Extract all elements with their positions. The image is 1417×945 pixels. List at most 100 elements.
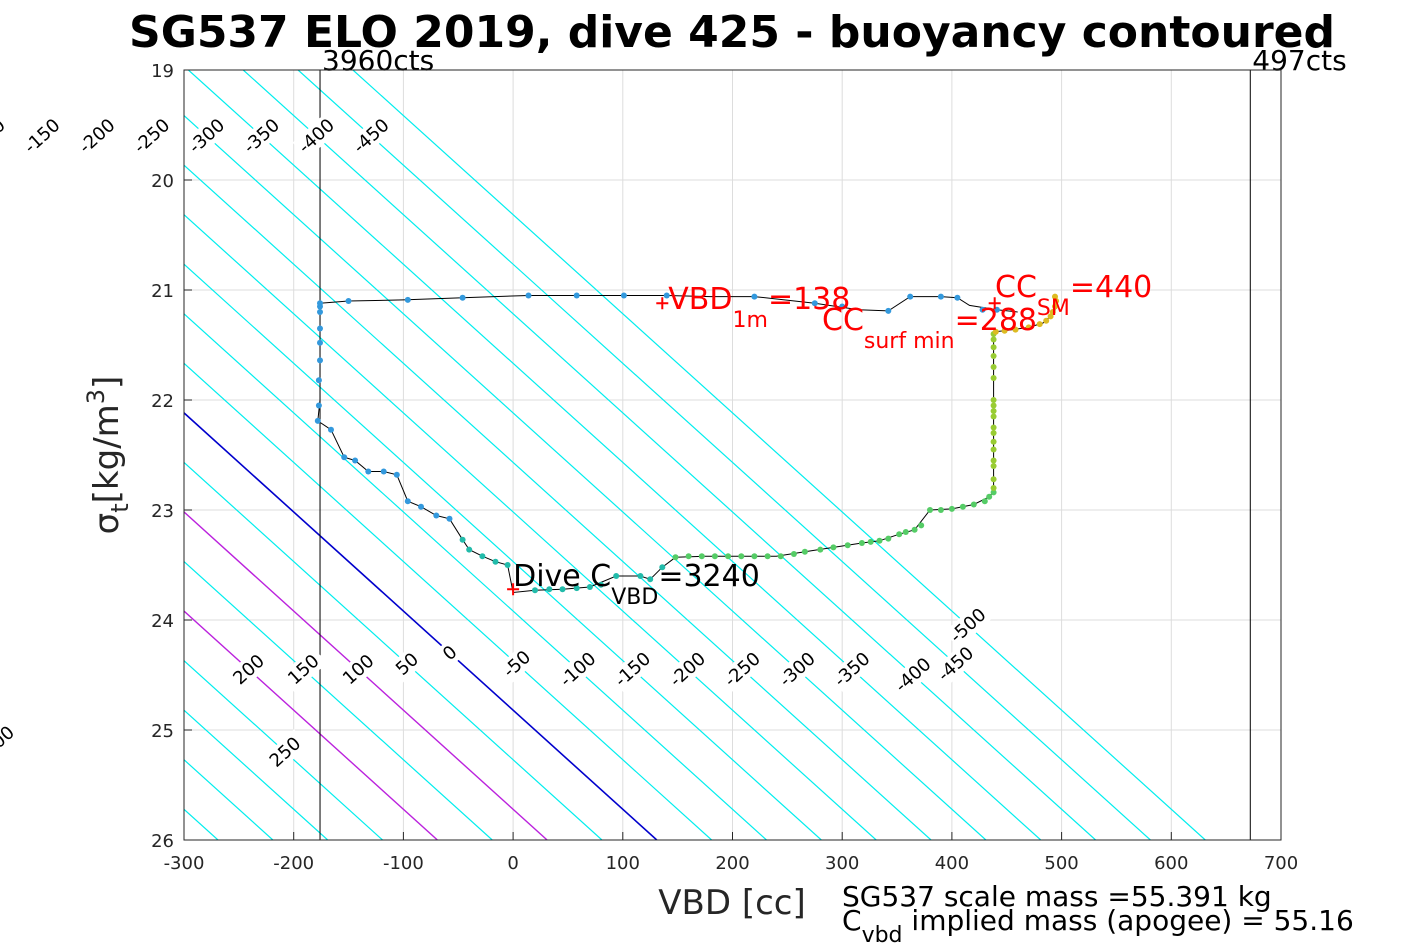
contour-line--50 [184,362,713,840]
contour-label-upper-500: 500 [0,718,23,764]
surface-point [404,296,411,303]
surface-point [954,294,961,301]
contour-line--450 [297,70,1151,840]
surface-point [314,417,321,424]
deep-point [981,498,988,505]
deep-point [858,540,865,546]
contour-line--500 [352,70,1206,840]
surface-point [352,457,359,464]
contour-label-lower--500: -500 [944,602,992,649]
ascent-point [990,463,997,469]
surface-point [317,325,323,332]
contour-label-lower--350: -350 [828,646,876,693]
contour-label-lower--300: -300 [773,646,821,693]
ascent-point [990,408,997,414]
deep-point [817,546,824,553]
chart-title: SG537 ELO 2019, dive 425 - buoyancy cont… [129,7,1335,58]
contour-line-0 [184,411,658,840]
deep-point [672,554,679,561]
surface-point [620,292,627,299]
mid-depth-point [504,562,511,568]
x-tick-label: -100 [383,853,424,874]
deep-point [830,544,837,551]
y-tick-label: 22 [151,391,174,412]
mid-depth-point [559,586,566,593]
mid-depth-point [573,585,580,592]
y-axis-ticks: 19 20 21 22 23 24 25 26 [151,61,192,852]
near-surface-point [1049,309,1056,315]
cc-surf-min-label: CCsurf min=288 [822,303,1037,354]
near-surface-point [1036,321,1043,328]
ascent-point [990,375,997,381]
near-surface-point [1052,303,1058,310]
near-surface-point [1001,327,1008,334]
contour-label-text: -100 [0,115,10,158]
contour-label-lower--250: -250 [718,646,766,693]
contour-label-lower-0: 0 [426,630,474,676]
x-tick-label: 700 [1264,853,1298,874]
contour-label-upper--250: -250 [128,113,176,159]
ascent-point [990,485,997,491]
contour-line--100 [184,312,767,840]
surface-point [885,307,892,314]
surface-point [418,503,424,510]
cc-surf-min-label-value: =288 [955,303,1037,338]
dive-cvbd-marker [507,583,520,596]
mid-depth-point [492,558,499,565]
x-tick-label: 300 [825,853,859,874]
deep-point [959,503,966,510]
dive-cvbd-label-name: Dive C [513,559,611,594]
deep-point [844,542,851,549]
surface-point [341,454,348,461]
surface-point [393,471,400,478]
contour-label-lower-250: 250 [261,729,309,775]
vbd-1m-label-name: VBD [668,282,732,317]
dive-cvbd-label: Dive CVBD=3240 [513,559,760,610]
vbd-1m-marker [656,297,669,310]
ascent-point [990,353,997,359]
near-surface-point [992,328,999,335]
contour-line--350 [187,70,1042,840]
y-axis-label: σt[kg/m3] [82,376,134,535]
mid-depth-point [479,553,486,560]
grid-lines [183,69,1282,841]
y-tick-label: 23 [151,501,174,522]
surface-point [573,292,580,299]
deep-point [896,531,903,538]
scale-mass-text: SG537 scale mass =55.391 kg [842,880,1272,913]
contour-label-lower-50: 50 [383,641,431,687]
dive-sample-points [314,292,1060,594]
contour-line-50 [184,461,603,840]
surface-point [315,377,322,384]
surface-point [907,293,914,300]
contour-line--150 [184,263,822,840]
deep-point [790,551,797,557]
surface-point [839,303,846,310]
surface-point [317,309,323,315]
contour-line--250 [184,164,932,840]
y-tick-label: 26 [151,831,174,852]
y-tick-label: 21 [151,281,174,302]
surface-point [525,292,532,299]
deep-point [876,537,883,544]
mid-depth-point [586,584,593,590]
mid-depth-point [613,573,620,579]
ascent-point [990,457,997,464]
y-axis-superscript: 3 [82,389,110,404]
x-tick-label: 500 [1044,853,1078,874]
deep-point [711,553,718,560]
deep-point [777,553,784,560]
dive-cvbd-label-value: =3240 [658,559,759,594]
contour-line-150 [184,560,493,840]
y-axis-subscript: t [106,503,134,512]
deep-point [685,553,692,560]
mid-depth-point [459,536,466,543]
x-tick-label: 0 [507,853,518,874]
deep-point [725,553,732,560]
dive-cvbd-label-sub: VBD [611,585,658,610]
contour-line--400 [242,70,1097,840]
contour-line-300 [184,709,329,840]
vbd-1m-label-value: =138 [768,282,850,317]
deep-point [751,553,758,560]
